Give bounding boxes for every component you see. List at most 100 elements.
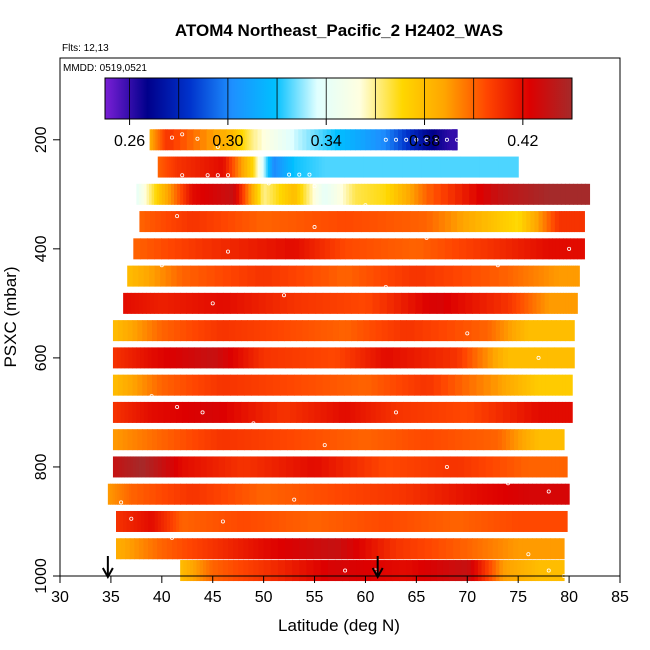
heatmap-cell [297,156,301,178]
heatmap-cell [471,456,480,478]
heatmap-cell [495,401,504,423]
heatmap-cell [112,401,118,423]
heatmap-cell [391,560,400,582]
heatmap-cell [159,156,163,178]
heatmap-cell [541,347,549,369]
heatmap-cell [501,429,507,451]
heatmap-cell [462,347,468,369]
heatmap-cell [482,483,489,505]
heatmap-cell [314,510,323,532]
heatmap-cell [294,429,302,451]
sample-point [404,137,409,142]
heatmap-cell [238,156,242,178]
heatmap-cell [403,401,411,423]
heatmap-cell [560,483,566,505]
heatmap-cell [249,483,258,505]
heatmap-cell [338,401,346,423]
heatmap-cell [243,347,249,369]
heatmap-cell [400,347,408,369]
heatmap-cell [414,129,419,151]
heatmap-cell [548,292,553,314]
heatmap-cell [543,429,547,451]
heatmap-cell [497,347,504,369]
heatmap-cell [544,483,550,505]
heatmap-cell [414,320,424,342]
heatmap-cell [263,183,268,205]
heatmap-cell [212,560,219,582]
heatmap-cell [561,560,565,582]
heatmap-cell [329,238,336,260]
heatmap-cell [212,538,219,560]
heatmap-cell [245,183,249,205]
heatmap-cell [169,347,177,369]
heatmap-cell [165,265,172,287]
heatmap-cell [174,292,181,314]
heatmap-cell [196,183,202,205]
heatmap-cell [562,238,568,260]
heatmap-cell [149,456,155,478]
heatmap-cell [365,429,373,451]
x-tick-label: 75 [509,589,527,606]
heatmap-cell [138,292,144,314]
heatmap-cell [126,483,130,505]
heatmap-cell [277,483,286,505]
heatmap-cell [161,129,165,151]
heatmap-cell [565,320,571,342]
heatmap-cell [195,238,204,260]
heatmap-cell [426,374,435,396]
heatmap-cell [236,183,240,205]
heatmap-cell [206,129,214,151]
heatmap-cell [330,183,335,205]
heatmap-cell [186,560,191,582]
heatmap-cell [556,560,560,582]
heatmap-cell [541,374,546,396]
heatmap-cell [272,183,277,205]
heatmap-cell [329,292,338,314]
heatmap-cell [345,401,351,423]
heatmap-cell [288,183,292,205]
heatmap-cell [180,374,187,396]
heatmap-cell [551,456,557,478]
heatmap-cell [150,211,156,233]
heatmap-cell [540,292,546,314]
heatmap-cell [192,292,200,314]
heatmap-cell [200,510,208,532]
heatmap-cell [402,183,407,205]
heatmap-cell [314,456,323,478]
heatmap-cell [299,483,307,505]
heatmap-cell [514,347,522,369]
heatmap-cell [285,560,293,582]
heatmap-cell [473,238,482,260]
heatmap-cell [200,347,208,369]
heatmap-cell [273,129,279,151]
heatmap-cell [250,510,259,532]
sample-point [393,410,398,415]
heatmap-cell [182,401,189,423]
heatmap-cell [192,483,201,505]
heatmap-cell [463,211,470,233]
heatmap-cell [527,538,533,560]
heatmap-cell [508,483,514,505]
heatmap-cell [558,374,563,396]
heatmap-cell [516,320,521,342]
heatmap-cell [502,483,509,505]
heatmap-cell [132,429,138,451]
heatmap-cell [524,238,531,260]
heatmap-cell [186,320,193,342]
heatmap-cell [478,456,487,478]
heatmap-cell [521,347,529,369]
heatmap-cell [209,560,214,582]
heatmap-cell [142,320,148,342]
heatmap-cell [321,456,330,478]
heatmap-cell [577,265,580,287]
heatmap-cell [241,401,249,423]
heatmap-cell [204,156,210,178]
heatmap-cell [410,129,415,151]
heatmap-cell [342,560,350,582]
heatmap-cell [173,129,181,151]
heatmap-cell [174,456,179,478]
heatmap-cell [124,401,130,423]
heatmap-cell [176,347,183,369]
heatmap-cell [213,129,221,151]
heatmap-cell [147,238,155,260]
